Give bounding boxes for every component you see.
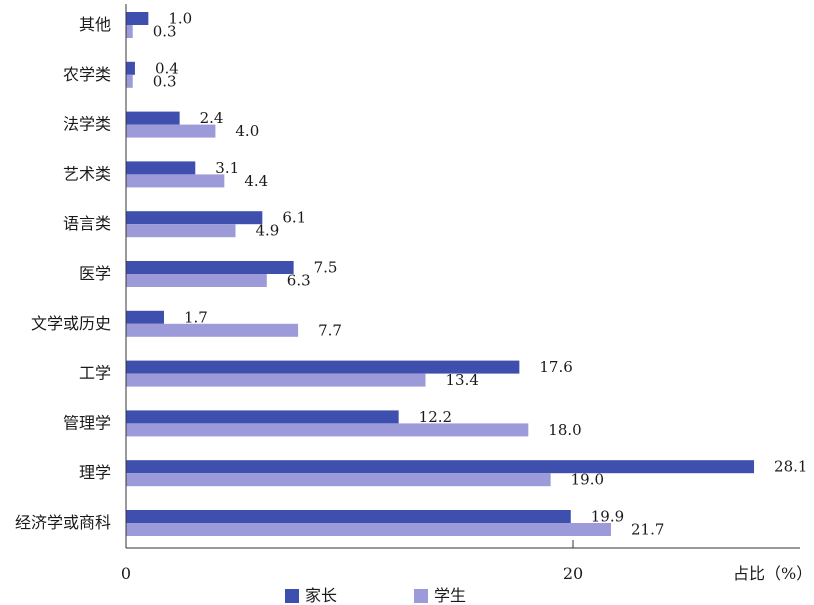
legend-swatch-student [414, 589, 428, 603]
bar-parent [126, 460, 755, 474]
value-label: 19.9 [591, 508, 624, 526]
bar-student [126, 323, 299, 337]
bar-parent [126, 410, 399, 424]
value-label: 6.3 [287, 272, 311, 290]
bar-student [126, 423, 529, 437]
bar-student [126, 124, 216, 138]
category-label: 医学 [79, 264, 111, 283]
value-label: 1.0 [168, 10, 192, 28]
legend-swatch-parent [285, 589, 299, 603]
bar-student [126, 174, 225, 188]
category-label: 其他 [79, 15, 111, 34]
value-label: 6.1 [282, 209, 306, 227]
bar-parent [126, 310, 164, 324]
x-axis-title: 占比（%） [733, 564, 812, 583]
category-label: 管理学 [63, 413, 111, 432]
value-label: 1.7 [184, 308, 208, 326]
value-label: 19.0 [571, 471, 604, 489]
bar-student [126, 74, 133, 88]
bar-parent [126, 360, 520, 374]
bar-parent [126, 61, 135, 75]
bar-student [126, 25, 133, 38]
value-label: 4.9 [256, 222, 280, 240]
value-label: 3.1 [215, 159, 239, 177]
bar-parent [126, 161, 196, 175]
bar-parent [126, 261, 294, 274]
bar-student [126, 473, 551, 487]
legend-label: 学生 [434, 586, 466, 605]
legend-label: 家长 [305, 586, 337, 605]
value-label: 4.0 [235, 122, 259, 140]
bar-parent [126, 12, 149, 25]
bar-parent [126, 510, 571, 523]
category-label: 理学 [79, 463, 111, 482]
category-label: 农学类 [63, 65, 111, 84]
x-ticks-group: 0 20 [121, 540, 583, 583]
bar-student [126, 274, 267, 287]
category-label: 工学 [79, 364, 111, 383]
bar-parent [126, 111, 180, 125]
x-tick-label: 20 [563, 564, 583, 583]
value-label: 0.3 [153, 72, 177, 90]
category-label: 语言类 [63, 214, 111, 233]
value-label: 2.4 [200, 109, 224, 127]
bars-group [126, 12, 755, 536]
value-label: 21.7 [631, 521, 664, 539]
value-label: 18.0 [548, 421, 581, 439]
value-label: 12.2 [419, 408, 452, 426]
bar-parent [126, 211, 263, 225]
value-label: 17.6 [539, 358, 572, 376]
bar-student [126, 373, 426, 387]
category-label: 艺术类 [63, 164, 111, 183]
bar-student [126, 523, 611, 536]
category-label: 法学类 [63, 115, 111, 134]
value-label: 13.4 [445, 371, 478, 389]
value-label: 0.4 [155, 59, 179, 77]
value-label: 7.5 [314, 259, 338, 277]
value-labels-group: 1.00.30.40.32.44.03.14.46.14.97.56.31.77… [153, 10, 808, 539]
x-tick-label: 0 [121, 564, 131, 583]
legend: 家长 学生 [285, 586, 466, 605]
bar-student [126, 224, 236, 238]
category-label: 文学或历史 [31, 314, 111, 333]
value-label: 28.1 [774, 458, 807, 476]
category-label: 经济学或商科 [15, 513, 111, 532]
value-label: 4.4 [244, 172, 268, 190]
value-label: 0.3 [153, 23, 177, 41]
value-label: 7.7 [318, 321, 342, 339]
